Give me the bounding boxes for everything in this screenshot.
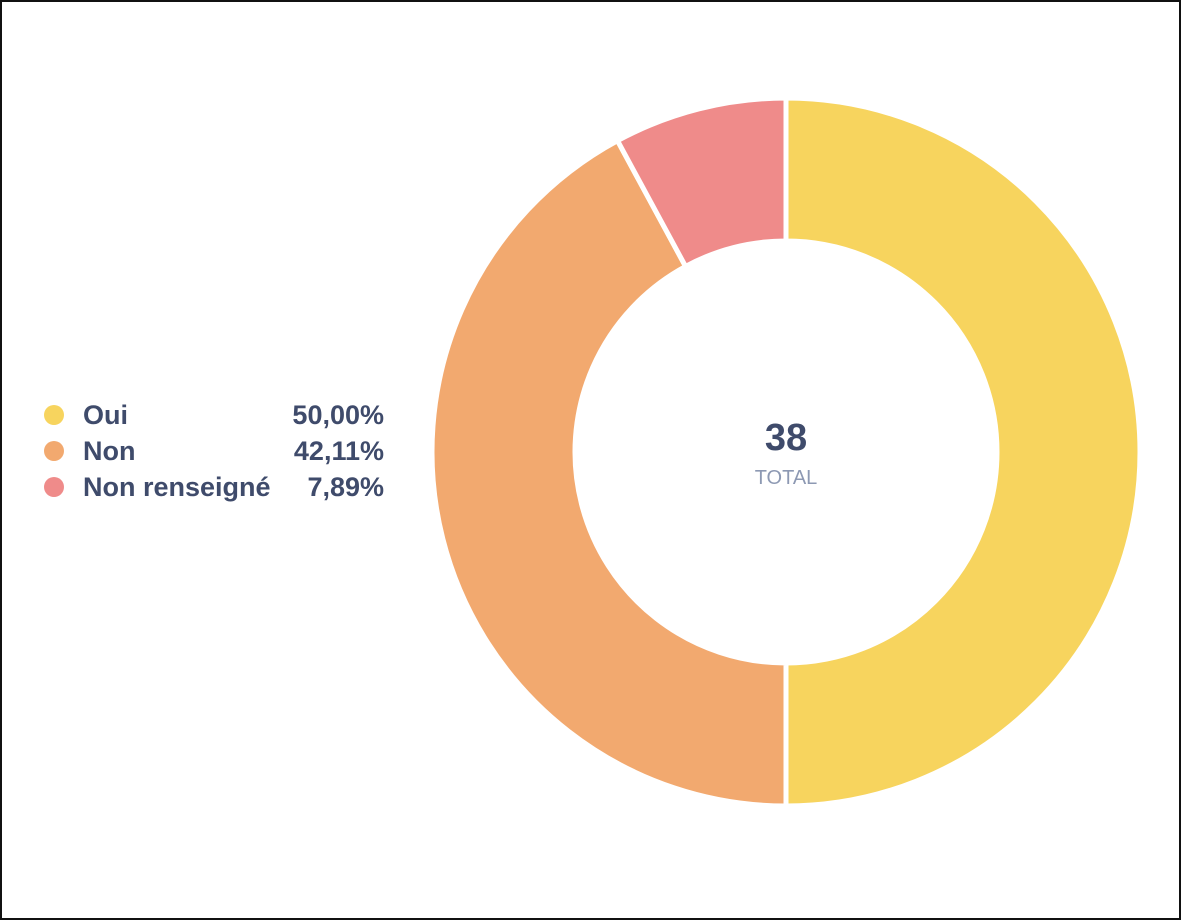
legend-item-non-renseigne[interactable]: Non renseigné 7,89%	[44, 469, 396, 505]
legend-label: Non renseigné	[83, 472, 271, 502]
legend-dot-oui	[44, 405, 64, 425]
legend-dot-non	[44, 441, 64, 461]
center-total-value: 38	[765, 417, 807, 459]
legend-percent: 7,89%	[307, 472, 384, 502]
donut-slice-oui[interactable]	[783, 95, 1143, 809]
legend-item-non[interactable]: Non 42,11%	[44, 433, 396, 469]
donut-slices	[429, 95, 1143, 809]
legend-dot-non-renseigne	[44, 477, 64, 497]
legend-item-oui[interactable]: Oui 50,00%	[44, 397, 396, 433]
legend-percent: 42,11%	[293, 436, 384, 466]
center-total-label: TOTAL	[755, 467, 818, 489]
chart-legend: Oui 50,00% Non 42,11% Non renseigné 7,89…	[44, 397, 396, 505]
donut-slice-non[interactable]	[429, 137, 789, 809]
donut-slice-non-renseign-[interactable]	[614, 95, 789, 270]
legend-percent: 50,00%	[292, 400, 384, 430]
legend-label: Oui	[83, 400, 128, 430]
legend-label: Non	[83, 436, 136, 466]
